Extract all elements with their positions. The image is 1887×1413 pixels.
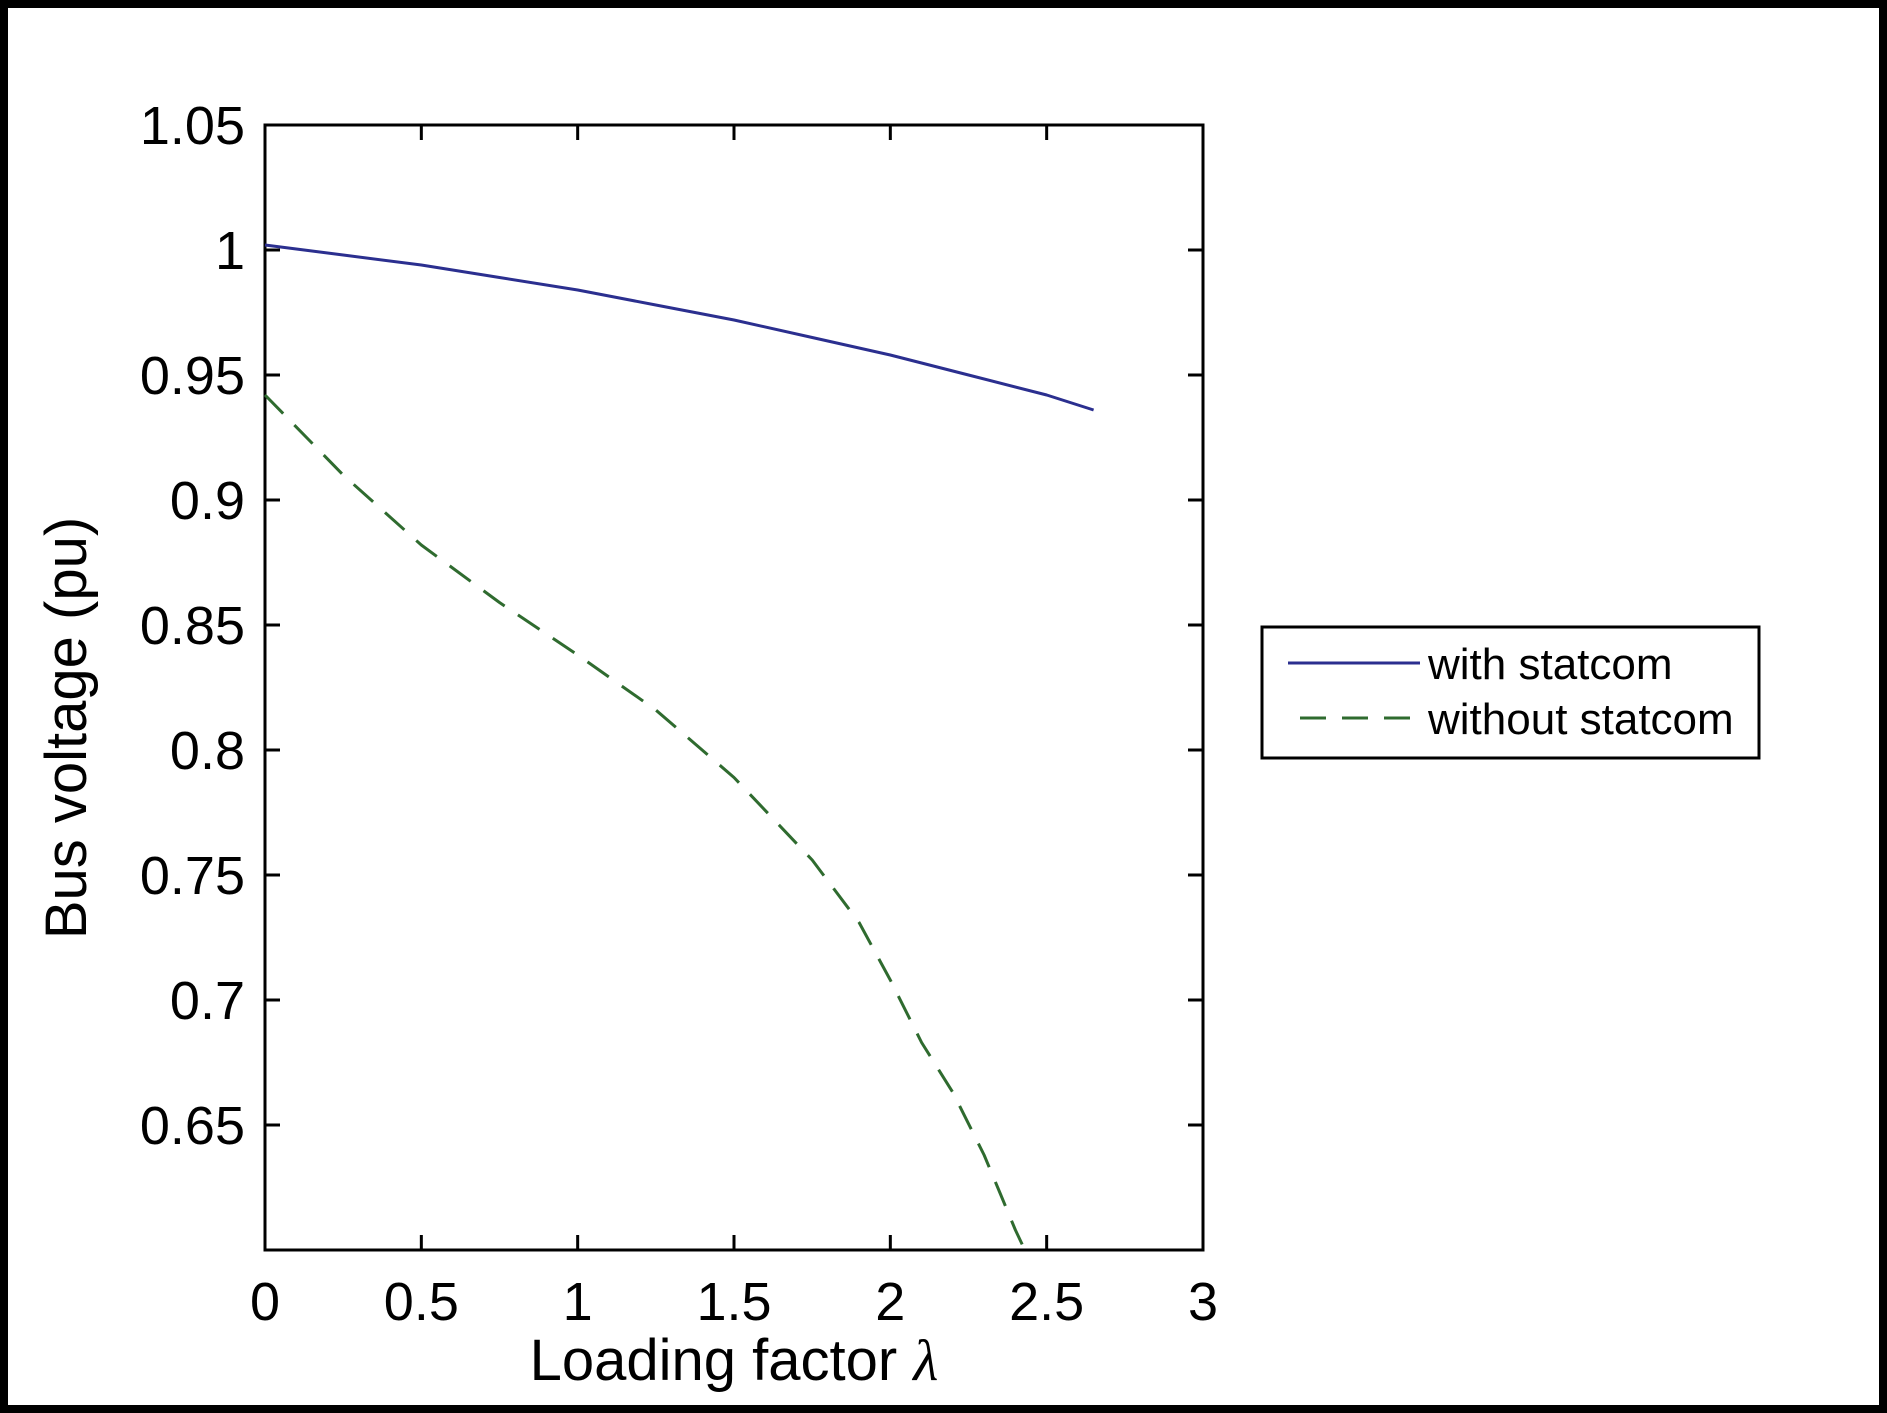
x-tick-label: 1.5 [696, 1272, 771, 1332]
y-axis-label: Bus voltage (pu) [34, 517, 99, 939]
series-layer [263, 243, 1095, 1251]
y-tick-label: 0.95 [140, 346, 245, 406]
x-axis-label-text: Loading factor [530, 1328, 898, 1393]
y-tick-label: 0.8 [170, 721, 245, 781]
y-tick-label: 0.75 [140, 846, 245, 906]
y-axis-ticks: 1.05 1 0.95 0.9 0.85 0.8 0.75 0.7 0.65 [140, 96, 1203, 1156]
legend-label-with-statcom: with statcom [1427, 640, 1673, 689]
y-tick-label: 1.05 [140, 96, 245, 156]
x-tick-label: 2 [875, 1272, 905, 1332]
plot-area [263, 123, 1205, 1252]
y-tick-label: 0.65 [140, 1096, 245, 1156]
series-line-without-statcom [263, 393, 1027, 1251]
y-tick-label: 0.9 [170, 471, 245, 531]
y-tick-label: 0.7 [170, 971, 245, 1031]
legend-box [1260, 625, 1761, 760]
legend: with statcom without statcom [1260, 625, 1761, 760]
series-line-with-statcom [264, 243, 1095, 412]
y-tick-label: 0.85 [140, 596, 245, 656]
x-tick-label: 0.5 [384, 1272, 459, 1332]
legend-label-without-statcom: without statcom [1427, 695, 1734, 744]
x-axis-ticks: 0 0.5 1 1.5 2 2.5 3 [250, 125, 1218, 1332]
x-tick-label: 2.5 [1009, 1272, 1084, 1332]
x-tick-label: 0 [250, 1272, 280, 1332]
x-tick-label: 1 [563, 1272, 593, 1332]
y-tick-label: 1 [215, 221, 245, 281]
x-axis-label-symbol: λ [911, 1328, 938, 1393]
x-axis-label: Loading factor λ [530, 1328, 939, 1393]
x-tick-label: 3 [1188, 1272, 1218, 1332]
